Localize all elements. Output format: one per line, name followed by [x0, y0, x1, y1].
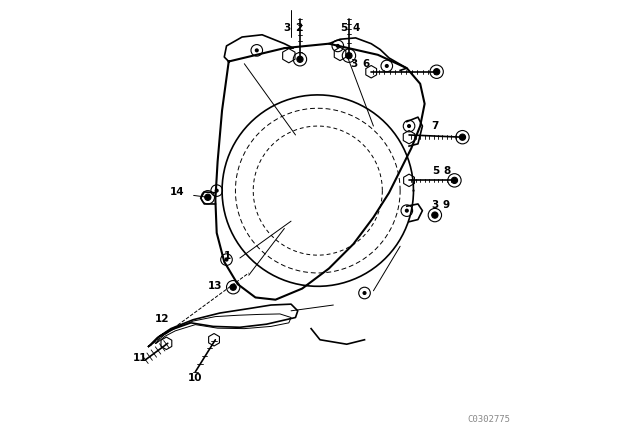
Text: 3: 3	[284, 23, 291, 33]
Text: C0302775: C0302775	[468, 415, 511, 424]
Circle shape	[433, 69, 440, 75]
Circle shape	[406, 209, 408, 212]
Text: 3: 3	[431, 200, 438, 210]
Circle shape	[432, 212, 438, 218]
Text: 2: 2	[296, 23, 303, 33]
Circle shape	[255, 49, 258, 52]
Circle shape	[297, 56, 303, 62]
Circle shape	[385, 65, 388, 67]
Text: 6: 6	[362, 59, 369, 69]
Circle shape	[216, 189, 218, 192]
Circle shape	[346, 52, 352, 59]
Text: 1: 1	[224, 251, 232, 261]
Circle shape	[337, 44, 339, 47]
Text: 8: 8	[444, 166, 451, 176]
Text: 11: 11	[133, 353, 147, 362]
Text: 9: 9	[443, 200, 450, 210]
Text: 5: 5	[432, 166, 440, 176]
Circle shape	[205, 194, 211, 200]
Text: 3: 3	[350, 59, 358, 69]
Text: 14: 14	[170, 187, 184, 197]
Text: 13: 13	[208, 281, 222, 291]
Text: 7: 7	[431, 121, 438, 131]
Circle shape	[230, 284, 236, 290]
Text: 5: 5	[340, 23, 348, 33]
Circle shape	[408, 125, 410, 127]
Circle shape	[460, 134, 465, 140]
Text: 10: 10	[188, 373, 202, 383]
Text: 4: 4	[352, 23, 360, 33]
Circle shape	[363, 292, 366, 294]
Circle shape	[225, 258, 228, 261]
Text: 12: 12	[154, 314, 169, 324]
Circle shape	[451, 177, 458, 184]
